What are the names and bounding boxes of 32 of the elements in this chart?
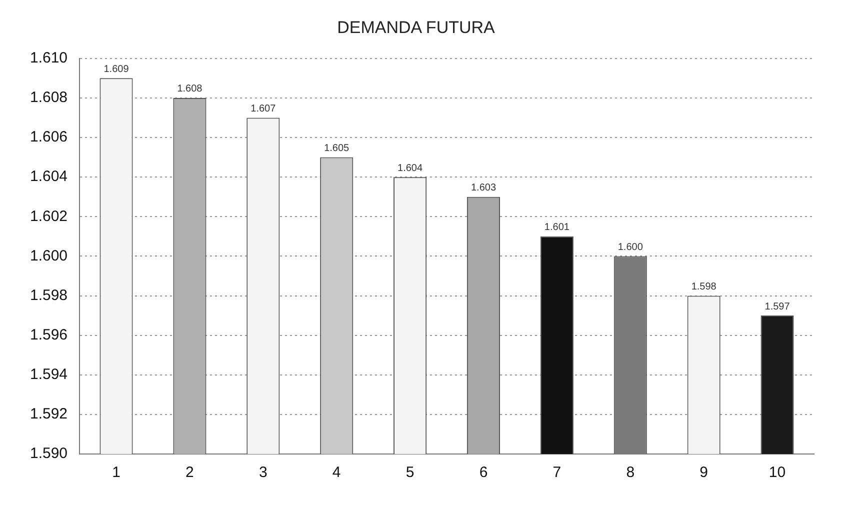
y-tick-label: 1.600: [30, 247, 68, 264]
y-tick-label: 1.590: [30, 445, 68, 462]
y-tick-label: 1.594: [30, 366, 68, 384]
data-label: 1.600: [618, 242, 644, 253]
x-tick-label: 2: [186, 464, 194, 482]
y-tick-label: 1.610: [30, 50, 68, 67]
x-tick-label: 6: [479, 464, 488, 482]
data-label: 1.609: [104, 64, 130, 75]
data-label: 1.607: [250, 103, 276, 114]
x-tick-label: 1: [112, 464, 120, 482]
data-label: 1.601: [544, 222, 570, 234]
y-tick-label: 1.608: [30, 89, 68, 106]
x-tick-label: 3: [258, 464, 268, 482]
data-label: 1.608: [177, 84, 203, 95]
chart-title: DEMANDA FUTURA: [337, 18, 496, 37]
x-tick-label: 9: [700, 464, 708, 482]
y-tick-label: 1.606: [30, 128, 68, 146]
x-tick-label: 4: [332, 464, 341, 482]
data-label: 1.604: [398, 162, 423, 174]
data-label: 1.605: [324, 143, 350, 154]
y-tick-label: 1.596: [30, 326, 68, 344]
data-label: 1.597: [764, 301, 790, 312]
data-label: 1.598: [691, 282, 717, 293]
y-tick-label: 1.604: [30, 168, 68, 186]
data-label: 1.603: [470, 182, 496, 194]
y-tick-label: 1.602: [30, 208, 68, 225]
x-tick-label: 8: [626, 464, 635, 482]
y-tick-label: 1.598: [30, 286, 68, 304]
x-tick-label: 10: [768, 464, 786, 482]
x-tick-label: 7: [552, 464, 562, 482]
x-tick-label: 5: [406, 464, 414, 482]
y-tick-label: 1.592: [30, 406, 68, 423]
